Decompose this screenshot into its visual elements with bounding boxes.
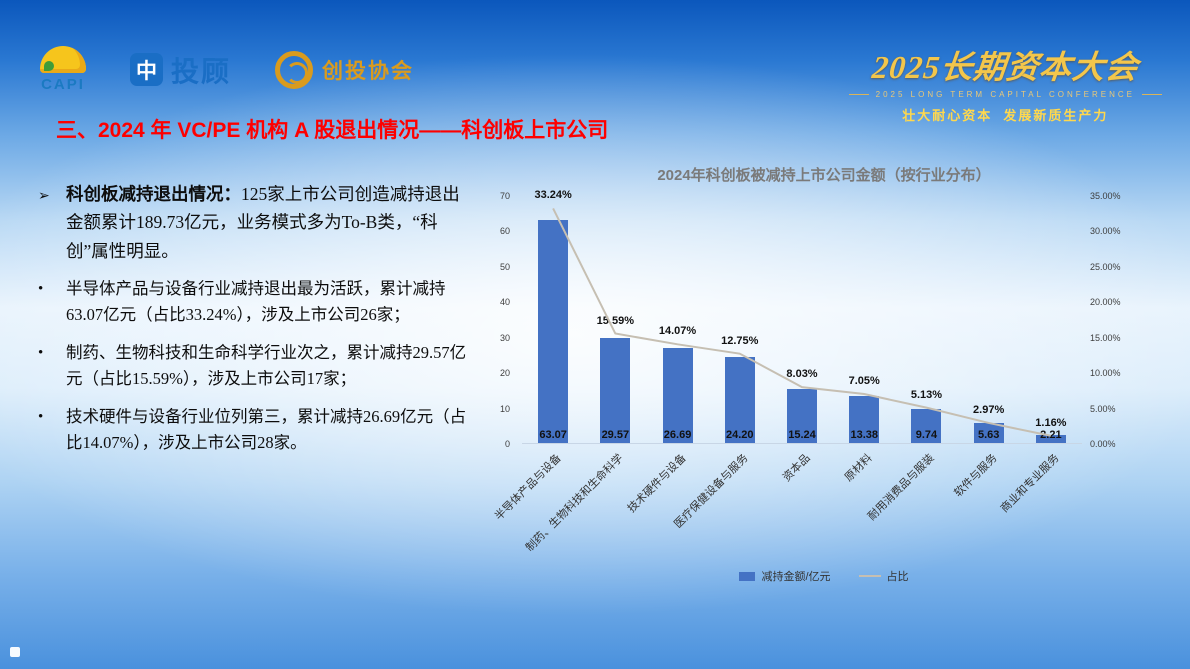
lead-paragraph: ➢ 科创板减持退出情况：125家上市公司创造减持退出金额累计189.73亿元，业…	[38, 180, 468, 265]
bullet-text: 技术硬件与设备行业位列第三，累计减持26.69亿元（占比14.07%），涉及上市…	[66, 406, 467, 452]
left-axis-tick: 40	[499, 297, 510, 308]
slide-corner-decoration	[10, 647, 20, 657]
page-title: 三、2024 年 VC/PE 机构 A 股退出情况——科创板上市公司	[56, 119, 609, 142]
left-axis-tick: 10	[499, 403, 510, 414]
bar-value-label: 15.24	[788, 429, 816, 441]
left-axis-tick: 20	[499, 368, 510, 379]
right-axis-tick: 0.00%	[1090, 439, 1116, 449]
lead-bold-text: 科创板减持退出情况：	[66, 184, 241, 204]
tougu-logo: 中 投顾	[130, 50, 231, 90]
right-axis-tick: 35.00%	[1090, 191, 1121, 201]
conference-slogan: 壮大耐心资本 发展新质生产力	[902, 108, 1109, 123]
left-axis-tick: 70	[499, 191, 510, 201]
association-logo: 创投协会	[275, 50, 415, 89]
percent-value-label: 5.13%	[910, 388, 943, 401]
category-axis: 半导体产品与设备 制药、生物科技和生命科学 技术硬件与设备 医疗保健设备与服务 资本品原…	[493, 450, 1082, 570]
category-label: 资本品	[780, 452, 813, 484]
percent-value-label: 12.75%	[721, 334, 759, 347]
bar-value-label: 5.63	[977, 429, 1000, 441]
bar-value-label: 26.69	[663, 429, 692, 441]
lead-text: 科创板减持退出情况：125家上市公司创造减持退出金额累计189.73亿元，业务模…	[66, 180, 468, 265]
combo-chart: 2024年科创板被减持上市公司金额（按行业分布） 0 10 20 30 40 50 60 70…	[478, 164, 1170, 612]
left-axis-tick: 0	[504, 439, 510, 449]
legend-item-amount: 减持金额/亿元	[739, 568, 831, 584]
association-logo-text: 创投协会	[322, 59, 415, 83]
conference-subtitle: 2025 LONG TERM CAPITAL CONFERENCE	[849, 90, 1162, 99]
right-axis-tick: 5.00%	[1090, 403, 1116, 414]
dot-bullet-icon: •	[38, 408, 44, 425]
bar-value-label: 9.74	[915, 429, 938, 441]
percent-value-label: 7.05%	[848, 375, 880, 388]
legend-bar-swatch	[739, 571, 756, 581]
capi-logo-icon	[40, 46, 86, 73]
text-content: ➢ 科创板减持退出情况：125家上市公司创造减持退出金额累计189.73亿元，业…	[38, 180, 468, 456]
right-axis-tick: 25.00%	[1090, 261, 1121, 272]
lead-rest-text: 125家上市公司创造减持退出金额累计189.73亿元，业务模式多为To-B类，“…	[66, 184, 460, 261]
bar-0	[538, 219, 569, 443]
category-label: 技术硬件与设备	[625, 452, 689, 516]
logo-bar: CAPI 中 投顾 创投协会	[40, 46, 414, 93]
legend-ratio-label: 占比	[886, 571, 909, 583]
left-value-axis: 0 10 20 30 40 50 60 70	[478, 191, 516, 449]
association-logo-icon	[275, 50, 314, 89]
right-axis-tick: 30.00%	[1090, 226, 1121, 237]
category-label: 软件与服务	[951, 452, 1000, 500]
legend-amount-label: 减持金额/亿元	[761, 571, 831, 583]
bullet-text: 半导体产品与设备行业减持退出最为活跃，累计减持63.07亿元（占比33.24%）…	[66, 279, 446, 325]
conference-branding: 2025长期资本大会 2025 LONG TERM CAPITAL CONFER…	[849, 42, 1162, 124]
chart-title: 2024年科创板被减持上市公司金额（按行业分布）	[657, 167, 991, 184]
left-axis-tick: 60	[499, 226, 510, 237]
bullet-item-semiconductor: • 半导体产品与设备行业减持退出最为活跃，累计减持63.07亿元（占比33.24…	[38, 276, 468, 329]
right-percent-axis: 0.00% 5.00% 10.00% 15.00% 20.00% 25.00% 30.00%…	[1088, 191, 1150, 449]
percent-value-label: 33.24%	[534, 189, 572, 202]
left-axis-tick: 30	[499, 332, 510, 343]
plot-area: 63.07 33.24% 29.57 15.59% 26.69 14.07% 24.20 12…	[522, 189, 1082, 444]
bullet-item-pharma: • 制药、生物科技和生命科学行业次之，累计减持29.57亿元（占比15.59%）…	[38, 340, 468, 393]
percent-value-label: 8.03%	[786, 368, 818, 381]
right-axis-tick: 10.00%	[1090, 368, 1121, 379]
percent-value-label: 1.16%	[1035, 416, 1067, 429]
chart-legend: 减持金额/亿元 占比	[478, 568, 1170, 584]
bar-value-label: 29.57	[601, 429, 630, 441]
percent-value-label: 2.97%	[973, 403, 1005, 416]
dot-bullet-icon: •	[38, 281, 44, 298]
capi-logo-text: CAPI	[41, 76, 85, 93]
legend-line-swatch	[858, 575, 881, 577]
bar-value-label: 24.20	[726, 429, 754, 441]
bar-value-label: 13.38	[850, 429, 878, 441]
tougu-logo-text: 投顾	[171, 55, 232, 87]
bar-8	[1035, 435, 1066, 443]
legend-item-ratio: 占比	[858, 568, 909, 584]
conference-title: 2025长期资本大会	[870, 49, 1141, 85]
category-label: 原材料	[843, 452, 875, 484]
capi-logo: CAPI	[40, 46, 86, 93]
bullet-text: 制药、生物科技和生命科学行业次之，累计减持29.57亿元（占比15.59%），涉…	[66, 342, 467, 389]
percent-value-label: 15.59%	[596, 314, 634, 327]
left-axis-tick: 50	[499, 261, 510, 272]
bar-1	[600, 338, 631, 443]
percent-value-label: 14.07%	[658, 325, 697, 338]
category-label: 商业和专业服务	[998, 452, 1062, 516]
tougu-logo-icon: 中	[130, 53, 163, 86]
bullet-item-hardware: • 技术硬件与设备行业位列第三，累计减持26.69亿元（占比14.07%），涉及…	[38, 404, 468, 457]
arrow-bullet-icon: ➢	[38, 187, 50, 203]
bar-value-label: 63.07	[539, 429, 567, 441]
right-axis-tick: 15.00%	[1090, 332, 1121, 343]
right-axis-tick: 20.00%	[1090, 297, 1121, 308]
dot-bullet-icon: •	[38, 344, 44, 361]
bar-value-label: 2.21	[1040, 429, 1062, 441]
